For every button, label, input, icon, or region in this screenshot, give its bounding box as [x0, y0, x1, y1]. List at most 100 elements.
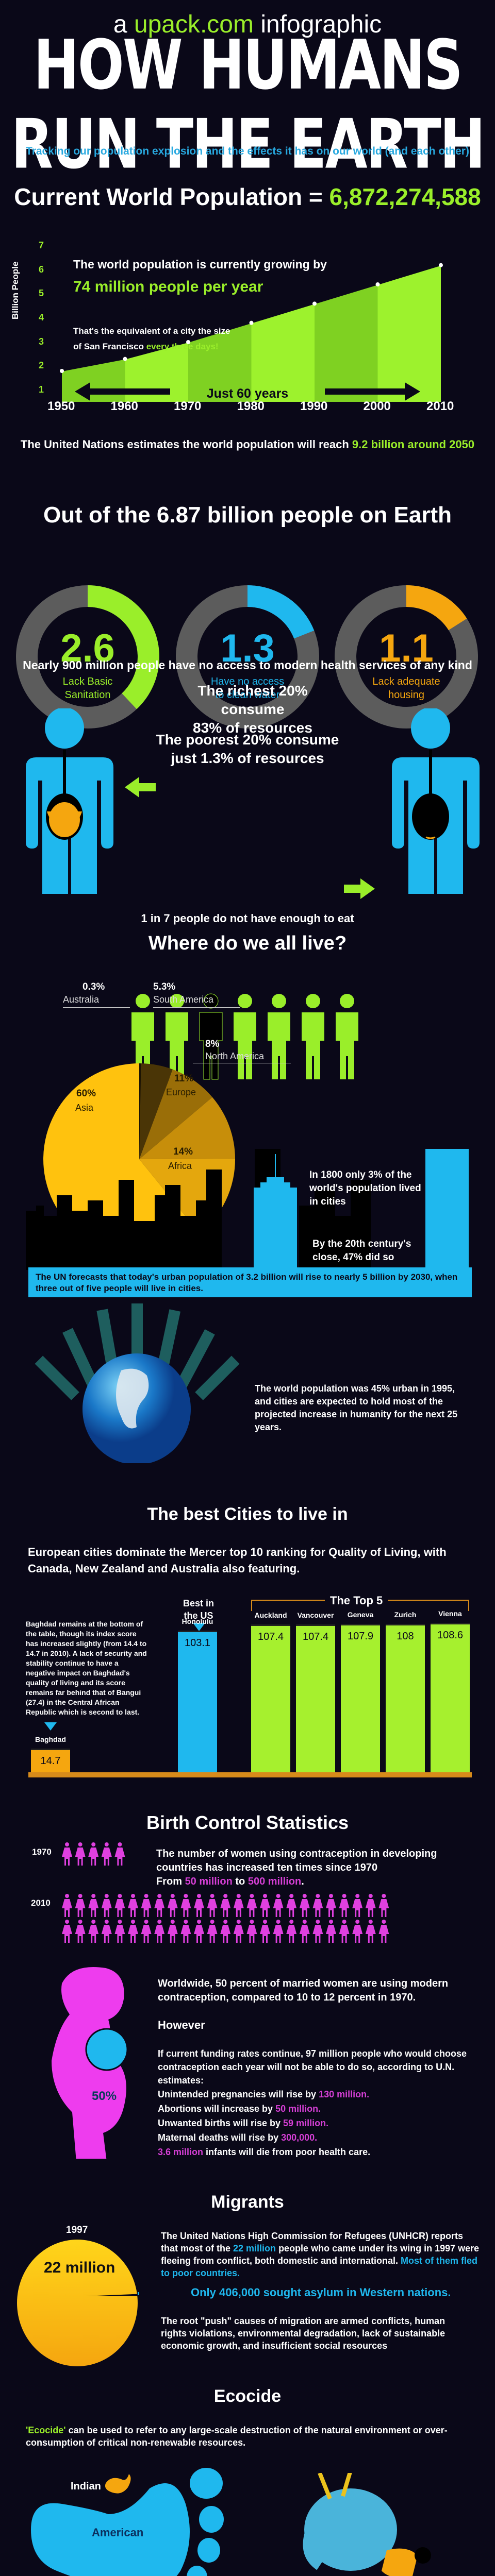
refugee-pie-icon	[17, 2240, 139, 2366]
globe-cityscape-icon	[35, 1303, 240, 1463]
bar-value: 107.4	[302, 1631, 329, 1643]
married-women-stat: Worldwide, 50 percent of married women a…	[158, 1978, 449, 2003]
x-tick: 1970	[174, 399, 202, 413]
ring-value: 2.6	[60, 626, 115, 670]
richest-stat: The richest 20% consume 83% of resources	[193, 683, 312, 736]
migrants-title: Migrants	[211, 2192, 284, 2212]
page-subtitle: Tracking our population explosion and th…	[26, 145, 469, 157]
triangle-down-icon	[44, 1722, 57, 1731]
stat-ring: 1.1 Lack adequate housing	[334, 585, 478, 729]
stat-ring: 2.6 Lack Basic Sanitation	[15, 585, 160, 729]
however-list-item: Abortions will increase by 50 million.	[158, 2104, 321, 2114]
dead-bird-icon	[303, 2473, 431, 2576]
bar-city-name: Auckland	[254, 1611, 287, 1620]
y-tick: 3	[39, 336, 44, 347]
migrants-circle-value: 22 million	[44, 2259, 116, 2276]
bar-value: 107.9	[347, 1630, 374, 1642]
badge-50-percent: 50%	[92, 2089, 117, 2103]
city-bar: 107.4	[296, 1624, 335, 1772]
hunger-stat: 1 in 7 people do not have enough to eat	[141, 912, 354, 925]
bar-value: 14.7	[40, 1755, 61, 1767]
un-forecast-banner: The UN forecasts that today's urban popu…	[28, 1267, 472, 1297]
current-population: Current World Population = 6,872,274,588	[0, 183, 495, 211]
live-title: Where do we all live?	[148, 933, 347, 954]
women-2010-row	[61, 1893, 391, 1921]
indian-foot-label: Indian	[71, 2481, 101, 2492]
women-2010-row	[61, 1919, 391, 1946]
population-label: Current World Population =	[14, 183, 323, 210]
y-tick: 6	[39, 264, 44, 275]
bar-city-name: Honolulu	[182, 1617, 213, 1625]
city-bar: 107.9	[341, 1623, 380, 1772]
city-bar: 14.7	[31, 1749, 70, 1772]
x-tick: 2010	[426, 399, 454, 413]
bar-value: 107.4	[257, 1631, 284, 1643]
x-tick: 2000	[363, 399, 391, 413]
growth-line-2: 74 million people per year	[73, 278, 263, 295]
bar-city-name: Vancouver	[297, 1611, 334, 1620]
arrow-right-icon	[344, 878, 375, 899]
y-axis-label: Billion People	[10, 261, 20, 319]
triangle-down-icon	[193, 1623, 205, 1631]
city-bar: 103.1	[178, 1630, 217, 1772]
urban-1995-stat: The world population was 45% urban in 19…	[255, 1383, 458, 1432]
poor-person-icon	[392, 708, 480, 894]
pregnant-woman-icon	[52, 1967, 128, 2159]
migration-causes: The root "push" causes of migration are …	[161, 2316, 446, 2351]
x-tick: 1990	[300, 399, 328, 413]
top5-label: The Top 5	[325, 1594, 388, 1607]
hunger-people-row	[131, 992, 369, 1084]
x-tick: 1960	[110, 399, 138, 413]
y-tick: 1	[39, 384, 44, 395]
arrow-right-icon	[325, 382, 420, 401]
brand-prefix: a	[113, 11, 127, 38]
ring-value: 1.1	[379, 626, 434, 670]
y-tick: 7	[39, 240, 44, 250]
urban-1800-stat: In 1800 only 3% of the world's populatio…	[309, 1170, 421, 1207]
bar-city-name: Vienna	[438, 1609, 462, 1618]
unhcr-text: The United Nations High Commission for R…	[161, 2231, 480, 2278]
ring-value: 1.3	[220, 626, 275, 670]
stat-ring: 1.3 Have no access to clean water	[175, 585, 320, 729]
bar-city-name: Baghdad	[35, 1735, 66, 1743]
brand-line: a upack.com infographic	[0, 10, 495, 39]
ring-label: Have no access to clean water	[210, 676, 285, 701]
y-tick: 2	[39, 360, 44, 371]
cities-intro: European cities dominate the Mercer top …	[28, 1546, 447, 1575]
bar-value: 103.1	[184, 1637, 211, 1649]
city-bar: 107.4	[251, 1624, 290, 1772]
x-tick: 1950	[47, 399, 75, 413]
poorest-stat: The poorest 20% consume just 1.3% of res…	[156, 732, 339, 766]
y-tick: 5	[39, 288, 44, 299]
growth-line-1: The world population is currently growin…	[73, 258, 327, 271]
women-1970-row	[61, 1842, 127, 1869]
population-value: 6,872,274,588	[329, 183, 481, 210]
cities-title: The best Cities to live in	[147, 1504, 348, 1524]
span-label: Just 60 years	[206, 386, 289, 401]
brand-site-link[interactable]: upack.com	[134, 11, 254, 38]
bar-city-name: Geneva	[347, 1610, 374, 1619]
brand-suffix: infographic	[260, 11, 382, 38]
bar-value: 108	[397, 1630, 414, 1642]
baghdad-note: Baghdad remains at the bottom of the tab…	[26, 1620, 147, 1716]
ring-label: Lack Basic Sanitation	[62, 676, 113, 701]
population-area-chart	[60, 263, 443, 402]
bar-city-name: Zurich	[394, 1610, 417, 1619]
birth-control-title: Birth Control Statistics	[146, 1812, 349, 1833]
y-tick: 4	[39, 312, 44, 323]
year-2010-label: 2010	[31, 1898, 51, 1908]
x-tick: 1980	[237, 399, 265, 413]
however-body: If current funding rates continue, 97 mi…	[158, 2047, 477, 2159]
contraception-increase: The number of women using contraception …	[156, 1848, 437, 1887]
city-bar: 108.6	[431, 1623, 470, 1772]
arrow-left-icon	[75, 382, 170, 401]
growth-line-3: That's the equivalent of a city the size…	[73, 326, 230, 351]
footprint-icon	[31, 2468, 224, 2576]
best-us-label: Best in the US	[183, 1598, 214, 1621]
city-quality-bar-chart: 14.7 Baghdad 103.1 Honolulu 107.4 Auckland 107…	[0, 1587, 495, 1772]
however-heading: However	[158, 2019, 205, 2031]
ecocide-title: Ecocide	[213, 2386, 282, 2406]
ecocide-intro: 'Ecocide' can be used to refer to any la…	[26, 2425, 448, 2448]
however-list-item: Unwanted births will rise by 59 million.	[158, 2118, 329, 2128]
year-1970-label: 1970	[32, 1847, 52, 1857]
